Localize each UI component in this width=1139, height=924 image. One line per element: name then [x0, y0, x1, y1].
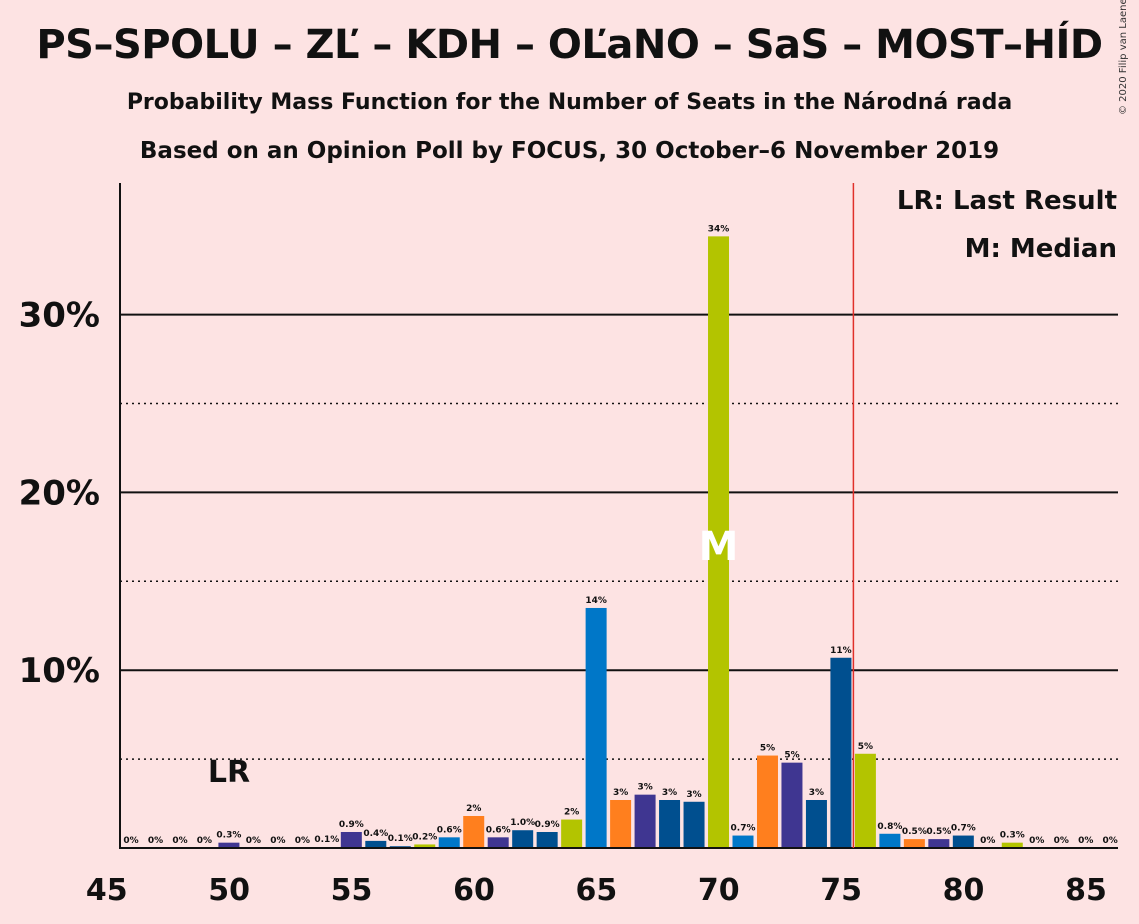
bar-seat-76: [854, 753, 876, 848]
bar-label-seat-64: 2%: [564, 808, 579, 818]
bar-seat-75: [830, 657, 852, 848]
x-tick-65: 65: [575, 873, 617, 908]
bar-seat-63: [536, 831, 558, 848]
bar-label-seat-78: 0.5%: [902, 827, 927, 837]
bar-seat-62: [512, 830, 534, 848]
chart-source-line: Based on an Opinion Poll by FOCUS, 30 Oc…: [139, 138, 1000, 164]
y-tick-10: 10%: [19, 651, 100, 691]
bar-seat-79: [928, 839, 950, 848]
bars: [218, 236, 1023, 849]
x-tick-45: 45: [86, 873, 128, 908]
y-tick-20: 20%: [19, 473, 100, 513]
bar-label-seat-57: 0.1%: [388, 834, 413, 844]
bar-seat-71: [732, 835, 754, 848]
bar-label-seat-72: 5%: [760, 744, 775, 754]
x-tick-60: 60: [453, 873, 495, 908]
bar-label-seat-48: 0%: [172, 836, 187, 846]
chart-subtitle: Probability Mass Function for the Number…: [126, 90, 1013, 115]
bar-seat-55: [340, 831, 362, 848]
bar-label-seat-66: 3%: [613, 788, 628, 798]
x-tick-75: 75: [820, 873, 862, 908]
bar-value-labels: 0% 0% 0% 0%0.3%0% 0% 0% 0.1%0.9%0.4%0.1% 0.2%0.…: [123, 224, 1117, 846]
y-tick-30: 30%: [19, 296, 100, 336]
bar-label-seat-82: 0.3%: [1000, 831, 1025, 841]
bar-label-seat-65: 14%: [585, 596, 607, 606]
bar-label-seat-53: 0%: [295, 836, 310, 846]
x-tick-50: 50: [208, 873, 250, 908]
bar-seat-72: [756, 755, 778, 848]
bar-label-seat-50: 0.3%: [216, 831, 241, 841]
bar-seat-74: [805, 799, 827, 848]
bar-label-seat-79: 0.5%: [926, 827, 951, 837]
bar-label-seat-55: 0.9%: [339, 820, 364, 830]
bar-label-seat-62: 1.0%: [510, 818, 535, 828]
bar-label-seat-49: 0%: [197, 836, 212, 846]
bar-label-seat-81: 0%: [980, 836, 995, 846]
bar-label-seat-84: 0%: [1054, 836, 1069, 846]
bar-label-seat-76: 5%: [858, 742, 873, 752]
bar-label-seat-86: 0%: [1103, 836, 1118, 846]
bar-label-seat-67: 3%: [637, 783, 652, 793]
median-marker: M: [699, 524, 739, 570]
bar-seat-70: [708, 236, 730, 849]
bar-label-seat-59: 0.6%: [437, 825, 462, 835]
bar-seat-80: [952, 835, 974, 848]
bar-seat-66: [610, 799, 632, 848]
bar-seat-59: [438, 837, 460, 848]
bar-label-seat-52: 0%: [270, 836, 285, 846]
bar-label-seat-61: 0.6%: [486, 825, 511, 835]
bar-seat-65: [585, 607, 607, 848]
legend-last-result: LR: Last Result: [897, 186, 1117, 216]
bar-label-seat-73: 5%: [784, 751, 799, 761]
bar-seat-64: [561, 819, 583, 848]
bar-label-seat-46: 0%: [123, 836, 138, 846]
bar-label-seat-63: 0.9%: [535, 820, 560, 830]
bar-seat-68: [659, 799, 681, 848]
bar-seat-82: [1001, 842, 1023, 848]
bar-label-seat-56: 0.4%: [363, 829, 388, 839]
bar-seat-60: [463, 815, 485, 848]
bar-seat-73: [781, 762, 803, 848]
x-tick-labels: 45 50 55 60 65 70 75 80 85: [86, 873, 1107, 908]
last-result-marker: LR: [208, 755, 250, 790]
bar-label-seat-51: 0%: [246, 836, 261, 846]
x-tick-85: 85: [1065, 873, 1107, 908]
bar-label-seat-60: 2%: [466, 804, 481, 814]
legend-median: M: Median: [965, 234, 1117, 264]
bar-label-seat-47: 0%: [148, 836, 163, 846]
bar-label-seat-77: 0.8%: [877, 822, 902, 832]
bar-label-seat-85: 0%: [1078, 836, 1093, 846]
y-tick-labels: 10% 20% 30%: [19, 296, 100, 692]
bar-label-seat-74: 3%: [809, 788, 824, 798]
bar-label-seat-69: 3%: [686, 790, 701, 800]
bar-label-seat-58: 0.2%: [412, 832, 437, 842]
x-tick-70: 70: [698, 873, 740, 908]
axes: [119, 183, 1118, 849]
bar-seat-67: [634, 794, 656, 848]
bar-label-seat-71: 0.7%: [731, 824, 756, 834]
bar-label-seat-75: 11%: [830, 646, 852, 656]
x-tick-80: 80: [943, 873, 985, 908]
bar-label-seat-83: 0%: [1029, 836, 1044, 846]
bar-label-seat-68: 3%: [662, 788, 677, 798]
x-tick-55: 55: [331, 873, 373, 908]
bar-label-seat-80: 0.7%: [951, 824, 976, 834]
bar-seat-50: [218, 842, 240, 848]
bar-label-seat-70: 34%: [708, 224, 730, 234]
bar-seat-78: [903, 839, 925, 848]
bar-label-seat-54: 0.1%: [314, 835, 339, 845]
bar-seat-77: [879, 833, 901, 848]
chart-title: PS–SPOLU – ZĽ – KDH – OĽaNO – SaS – MOST…: [36, 22, 1103, 68]
bar-seat-58: [414, 844, 436, 848]
bar-seat-61: [487, 837, 509, 848]
gridlines: [120, 313, 1118, 760]
bar-seat-69: [683, 801, 705, 848]
bar-seat-56: [365, 840, 387, 848]
